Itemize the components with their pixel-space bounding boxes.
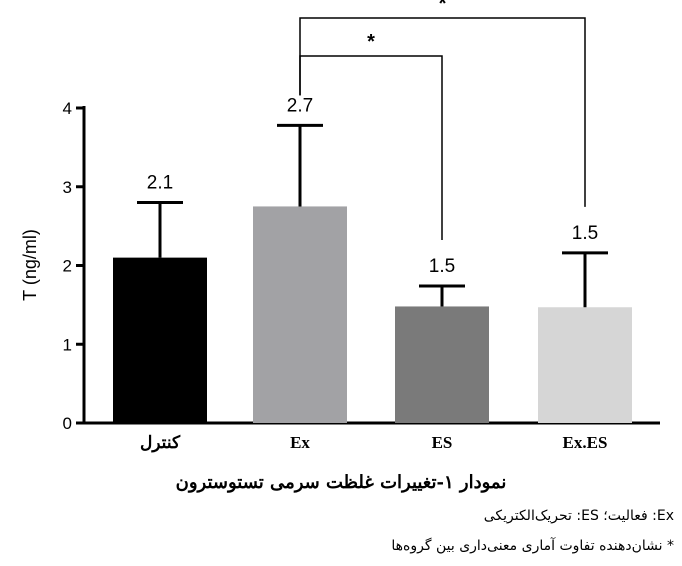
bar — [113, 257, 207, 423]
category-label: Ex.ES — [563, 433, 608, 452]
y-tick-label: 3 — [63, 178, 72, 197]
significance-brackets: ** — [299, 0, 586, 240]
bar — [538, 307, 632, 423]
bars — [113, 206, 632, 423]
category-label: Ex — [290, 433, 310, 452]
value-label: 1.5 — [572, 223, 598, 244]
value-labels: 2.1 2.7 1.5 1.5 — [147, 95, 598, 277]
y-tick-label: 0 — [63, 414, 72, 433]
value-label: 1.5 — [429, 256, 455, 277]
error-bars — [137, 123, 608, 308]
y-tick-label: 2 — [63, 257, 72, 276]
value-label: 2.1 — [147, 173, 173, 194]
value-label: 2.7 — [287, 95, 313, 116]
significance-note: * نشان‌دهنده تفاوت آماری معنی‌داری بین گ… — [391, 538, 674, 554]
bar — [395, 306, 489, 423]
chart-title: نمودار ۱-تغییرات غلظت سرمی تستوسترون — [175, 472, 507, 493]
category-label: ES — [432, 433, 453, 452]
abbreviation-note: Ex: فعالیت؛ ES: تحریک‌الکتریکی — [483, 508, 674, 524]
bar — [253, 206, 347, 423]
category-label: کنترل — [140, 433, 181, 453]
y-tick-label: 4 — [63, 99, 72, 118]
y-axis-label: T (ng/ml) — [20, 229, 40, 301]
significance-bracket — [299, 17, 586, 207]
category-labels: کنترل Ex ES Ex.ES — [140, 433, 607, 453]
significance-star: * — [439, 0, 447, 15]
significance-star: * — [367, 31, 375, 53]
y-tick-label: 1 — [63, 335, 72, 354]
